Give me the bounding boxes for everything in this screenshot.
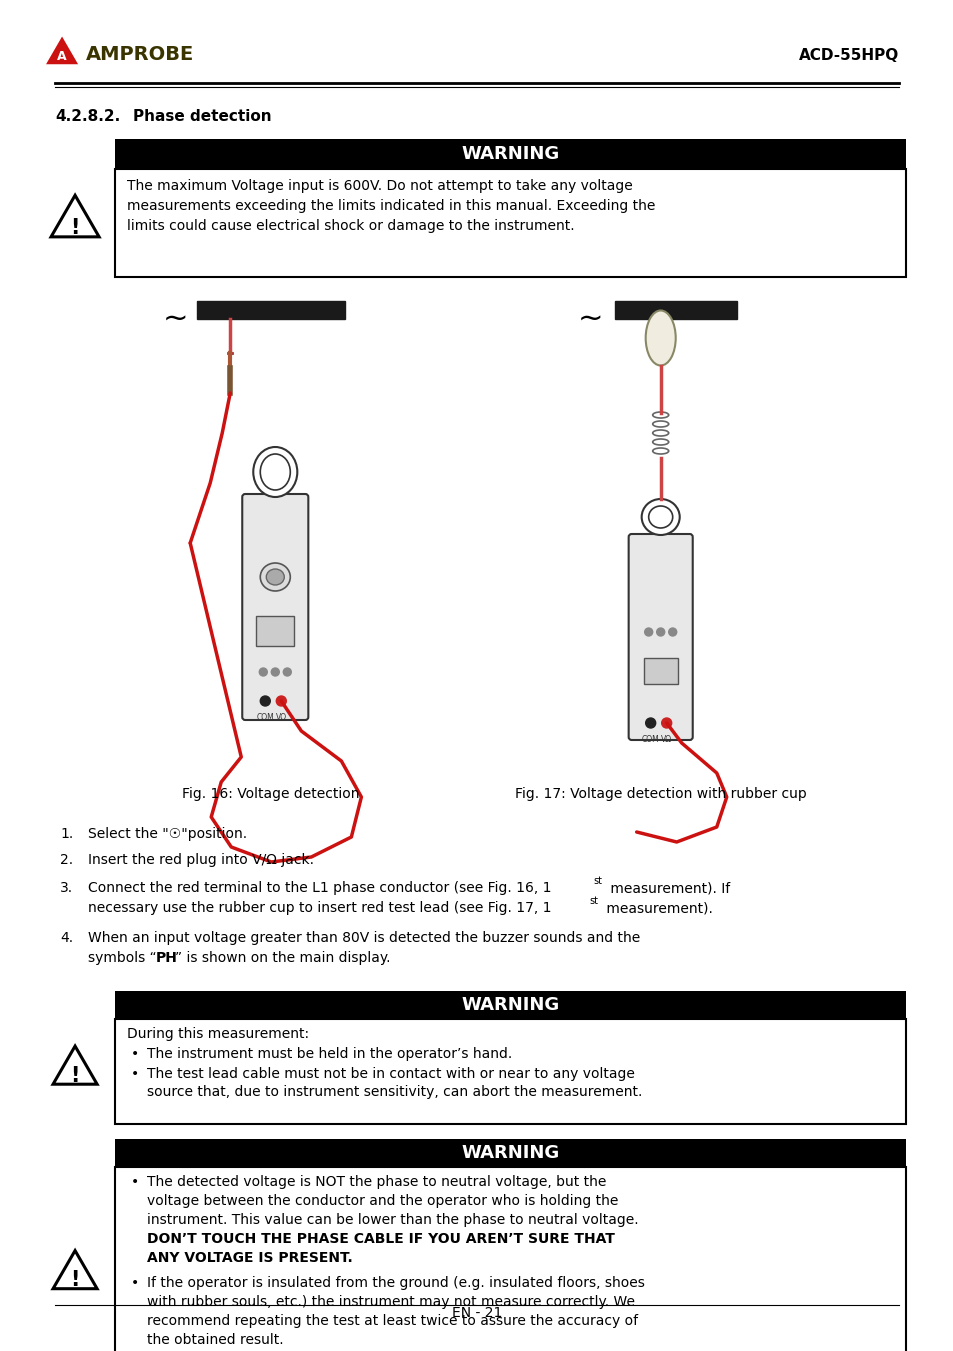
Text: st: st bbox=[589, 896, 598, 907]
Polygon shape bbox=[46, 36, 78, 65]
Text: ” is shown on the main display.: ” is shown on the main display. bbox=[175, 951, 391, 965]
Circle shape bbox=[271, 667, 279, 676]
Text: 4.: 4. bbox=[60, 931, 73, 944]
Text: VΩ: VΩ bbox=[275, 713, 287, 721]
Text: 2.: 2. bbox=[60, 852, 73, 867]
Text: !: ! bbox=[71, 1066, 80, 1086]
Text: The detected voltage is NOT the phase to neutral voltage, but the: The detected voltage is NOT the phase to… bbox=[147, 1175, 606, 1189]
Text: necessary use the rubber cup to insert red test lead (see Fig. 17, 1: necessary use the rubber cup to insert r… bbox=[88, 901, 551, 915]
Text: The test lead cable must not be in contact with or near to any voltage: The test lead cable must not be in conta… bbox=[147, 1067, 635, 1081]
Text: EN - 21: EN - 21 bbox=[452, 1306, 501, 1320]
Polygon shape bbox=[53, 1046, 97, 1085]
Ellipse shape bbox=[260, 563, 290, 590]
FancyBboxPatch shape bbox=[643, 658, 677, 684]
Text: Fig. 16: Voltage detection: Fig. 16: Voltage detection bbox=[181, 788, 358, 801]
Text: voltage between the conductor and the operator who is holding the: voltage between the conductor and the op… bbox=[147, 1194, 618, 1208]
Polygon shape bbox=[51, 196, 99, 236]
Circle shape bbox=[276, 696, 286, 707]
Text: The instrument must be held in the operator’s hand.: The instrument must be held in the opera… bbox=[147, 1047, 512, 1061]
Text: ACD-55HPQ: ACD-55HPQ bbox=[798, 47, 898, 62]
FancyBboxPatch shape bbox=[115, 992, 905, 1019]
Text: ANY VOLTAGE IS PRESENT.: ANY VOLTAGE IS PRESENT. bbox=[147, 1251, 353, 1265]
Ellipse shape bbox=[648, 507, 672, 528]
Text: 1.: 1. bbox=[60, 827, 73, 842]
Text: !: ! bbox=[71, 1270, 80, 1290]
Text: COM: COM bbox=[641, 735, 659, 744]
Text: Fig. 17: Voltage detection with rubber cup: Fig. 17: Voltage detection with rubber c… bbox=[515, 788, 805, 801]
Circle shape bbox=[656, 628, 664, 636]
Text: !: ! bbox=[71, 218, 80, 238]
Text: the obtained result.: the obtained result. bbox=[147, 1332, 283, 1347]
Circle shape bbox=[661, 717, 671, 728]
Ellipse shape bbox=[260, 454, 290, 490]
Text: measurements exceeding the limits indicated in this manual. Exceeding the: measurements exceeding the limits indica… bbox=[127, 199, 655, 213]
FancyBboxPatch shape bbox=[115, 139, 905, 169]
Text: •: • bbox=[131, 1067, 139, 1081]
Text: WARNING: WARNING bbox=[461, 1144, 559, 1162]
Text: ~: ~ bbox=[578, 305, 602, 334]
Text: Insert the red plug into V/Ω jack.: Insert the red plug into V/Ω jack. bbox=[88, 852, 314, 867]
Polygon shape bbox=[53, 1251, 97, 1289]
Ellipse shape bbox=[253, 447, 297, 497]
Text: measurement).: measurement). bbox=[601, 901, 712, 915]
Text: symbols “: symbols “ bbox=[88, 951, 156, 965]
Text: •: • bbox=[131, 1175, 139, 1189]
Text: with rubber souls, etc.) the instrument may not measure correctly. We: with rubber souls, etc.) the instrument … bbox=[147, 1294, 635, 1309]
Circle shape bbox=[259, 667, 267, 676]
Circle shape bbox=[283, 667, 291, 676]
FancyBboxPatch shape bbox=[115, 1139, 905, 1167]
Circle shape bbox=[644, 628, 652, 636]
FancyBboxPatch shape bbox=[256, 616, 294, 646]
Circle shape bbox=[645, 717, 655, 728]
Circle shape bbox=[260, 696, 270, 707]
Text: VΩ: VΩ bbox=[660, 735, 672, 744]
Text: The maximum Voltage input is 600V. Do not attempt to take any voltage: The maximum Voltage input is 600V. Do no… bbox=[127, 178, 632, 193]
Text: When an input voltage greater than 80V is detected the buzzer sounds and the: When an input voltage greater than 80V i… bbox=[88, 931, 639, 944]
Text: st: st bbox=[593, 875, 602, 886]
Text: recommend repeating the test at least twice to assure the accuracy of: recommend repeating the test at least tw… bbox=[147, 1313, 638, 1328]
FancyBboxPatch shape bbox=[115, 169, 905, 277]
Text: COM: COM bbox=[256, 713, 274, 721]
Ellipse shape bbox=[645, 311, 675, 366]
Text: WARNING: WARNING bbox=[461, 145, 559, 163]
Text: A: A bbox=[57, 50, 67, 63]
FancyBboxPatch shape bbox=[628, 534, 692, 740]
Text: limits could cause electrical shock or damage to the instrument.: limits could cause electrical shock or d… bbox=[127, 219, 574, 232]
Text: 4.2.8.2.: 4.2.8.2. bbox=[55, 109, 120, 124]
Text: 3.: 3. bbox=[60, 881, 73, 894]
Text: •: • bbox=[131, 1275, 139, 1290]
Text: source that, due to instrument sensitivity, can abort the measurement.: source that, due to instrument sensitivi… bbox=[147, 1085, 642, 1098]
Text: instrument. This value can be lower than the phase to neutral voltage.: instrument. This value can be lower than… bbox=[147, 1213, 639, 1227]
FancyBboxPatch shape bbox=[197, 301, 345, 319]
Text: Select the "☉"position.: Select the "☉"position. bbox=[88, 827, 247, 842]
Ellipse shape bbox=[266, 569, 284, 585]
FancyBboxPatch shape bbox=[242, 494, 308, 720]
Text: PH: PH bbox=[156, 951, 178, 965]
Text: measurement). If: measurement). If bbox=[605, 881, 729, 894]
Circle shape bbox=[668, 628, 676, 636]
FancyBboxPatch shape bbox=[115, 1167, 905, 1351]
Text: During this measurement:: During this measurement: bbox=[127, 1027, 309, 1042]
Text: Connect the red terminal to the L1 phase conductor (see Fig. 16, 1: Connect the red terminal to the L1 phase… bbox=[88, 881, 551, 894]
Text: If the operator is insulated from the ground (e.g. insulated floors, shoes: If the operator is insulated from the gr… bbox=[147, 1275, 644, 1290]
Text: DON’T TOUCH THE PHASE CABLE IF YOU AREN’T SURE THAT: DON’T TOUCH THE PHASE CABLE IF YOU AREN’… bbox=[147, 1232, 615, 1246]
FancyBboxPatch shape bbox=[115, 1019, 905, 1124]
FancyBboxPatch shape bbox=[614, 301, 736, 319]
Text: AMPROBE: AMPROBE bbox=[86, 46, 194, 65]
Text: Phase detection: Phase detection bbox=[133, 109, 272, 124]
Text: ~: ~ bbox=[162, 305, 188, 334]
Text: WARNING: WARNING bbox=[461, 996, 559, 1015]
Ellipse shape bbox=[641, 499, 679, 535]
Text: •: • bbox=[131, 1047, 139, 1061]
